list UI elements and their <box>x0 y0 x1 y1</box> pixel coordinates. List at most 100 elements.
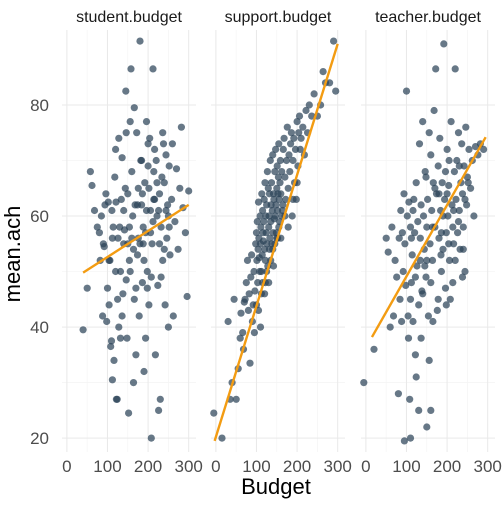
x-tick-label: 300 <box>175 457 203 476</box>
data-point <box>273 162 281 170</box>
data-point <box>117 195 125 203</box>
data-point <box>122 87 130 95</box>
data-point <box>133 201 142 209</box>
data-point <box>411 273 419 281</box>
data-point <box>120 206 128 215</box>
data-point <box>145 184 153 192</box>
data-point <box>411 229 419 237</box>
data-point <box>165 162 173 170</box>
data-point <box>439 245 447 253</box>
data-point <box>262 229 270 237</box>
data-point <box>148 240 156 248</box>
data-point <box>259 206 267 215</box>
data-point <box>277 190 285 198</box>
regression-line <box>370 136 487 338</box>
data-point <box>428 206 436 215</box>
data-point <box>79 326 87 334</box>
facet-strip-label: student.budget <box>76 9 182 26</box>
data-point <box>123 334 131 342</box>
data-point <box>109 223 117 231</box>
data-point <box>437 251 445 259</box>
data-point <box>154 281 162 289</box>
data-point <box>445 156 453 165</box>
data-point <box>139 223 147 231</box>
data-point <box>256 323 265 331</box>
data-point <box>135 312 143 320</box>
data-point <box>412 373 420 381</box>
data-point <box>171 218 179 226</box>
data-point <box>455 206 463 215</box>
data-point <box>245 290 253 298</box>
data-point <box>459 223 467 231</box>
data-point <box>442 301 450 309</box>
data-point <box>438 179 446 187</box>
data-point <box>142 118 151 126</box>
data-point <box>434 162 442 170</box>
data-point <box>445 240 453 248</box>
data-point <box>407 234 415 242</box>
data-point <box>284 184 292 192</box>
data-point <box>419 290 427 298</box>
data-point <box>415 140 424 148</box>
data-point <box>158 173 166 181</box>
data-point <box>451 65 459 73</box>
x-tick-label: 0 <box>211 457 220 476</box>
points-group <box>360 40 488 445</box>
data-point <box>270 195 278 203</box>
data-point <box>437 229 445 237</box>
data-point <box>425 129 433 137</box>
data-point <box>145 301 153 309</box>
data-point <box>463 173 471 181</box>
data-point <box>404 334 413 342</box>
data-point <box>151 351 159 359</box>
data-point <box>261 256 269 264</box>
data-point <box>97 212 105 220</box>
data-point <box>404 312 412 320</box>
data-point <box>108 376 116 384</box>
data-point <box>150 195 158 203</box>
data-point <box>384 248 392 256</box>
data-point <box>118 154 126 162</box>
data-point <box>127 65 135 73</box>
data-point <box>250 267 258 276</box>
data-point <box>273 184 281 192</box>
data-point <box>260 218 268 226</box>
data-point <box>269 151 277 159</box>
data-point <box>126 118 134 126</box>
data-point <box>236 334 244 342</box>
data-point <box>264 184 272 192</box>
data-point <box>429 317 437 326</box>
data-point <box>402 281 410 289</box>
data-point <box>458 273 467 281</box>
data-point <box>467 184 475 192</box>
data-point <box>480 145 488 153</box>
data-point <box>398 229 406 237</box>
data-point <box>132 284 140 292</box>
data-point <box>423 223 431 231</box>
data-point <box>271 168 279 176</box>
data-point <box>88 181 96 190</box>
data-point <box>268 206 276 215</box>
data-point <box>164 323 172 331</box>
x-tick-label: 200 <box>134 457 162 476</box>
data-point <box>116 334 125 342</box>
data-point <box>100 243 108 251</box>
data-point <box>441 284 450 292</box>
data-point <box>152 156 160 165</box>
data-point <box>287 140 295 148</box>
data-point <box>449 223 457 231</box>
data-point <box>138 190 146 198</box>
x-tick-label: 100 <box>392 457 420 476</box>
data-point <box>271 212 279 220</box>
data-point <box>413 262 421 270</box>
data-point <box>153 212 161 220</box>
data-point <box>288 212 296 220</box>
data-point <box>153 179 161 187</box>
data-point <box>157 273 165 281</box>
data-point <box>144 140 152 148</box>
data-point <box>421 168 429 176</box>
data-point <box>129 212 137 220</box>
data-point <box>122 129 130 137</box>
